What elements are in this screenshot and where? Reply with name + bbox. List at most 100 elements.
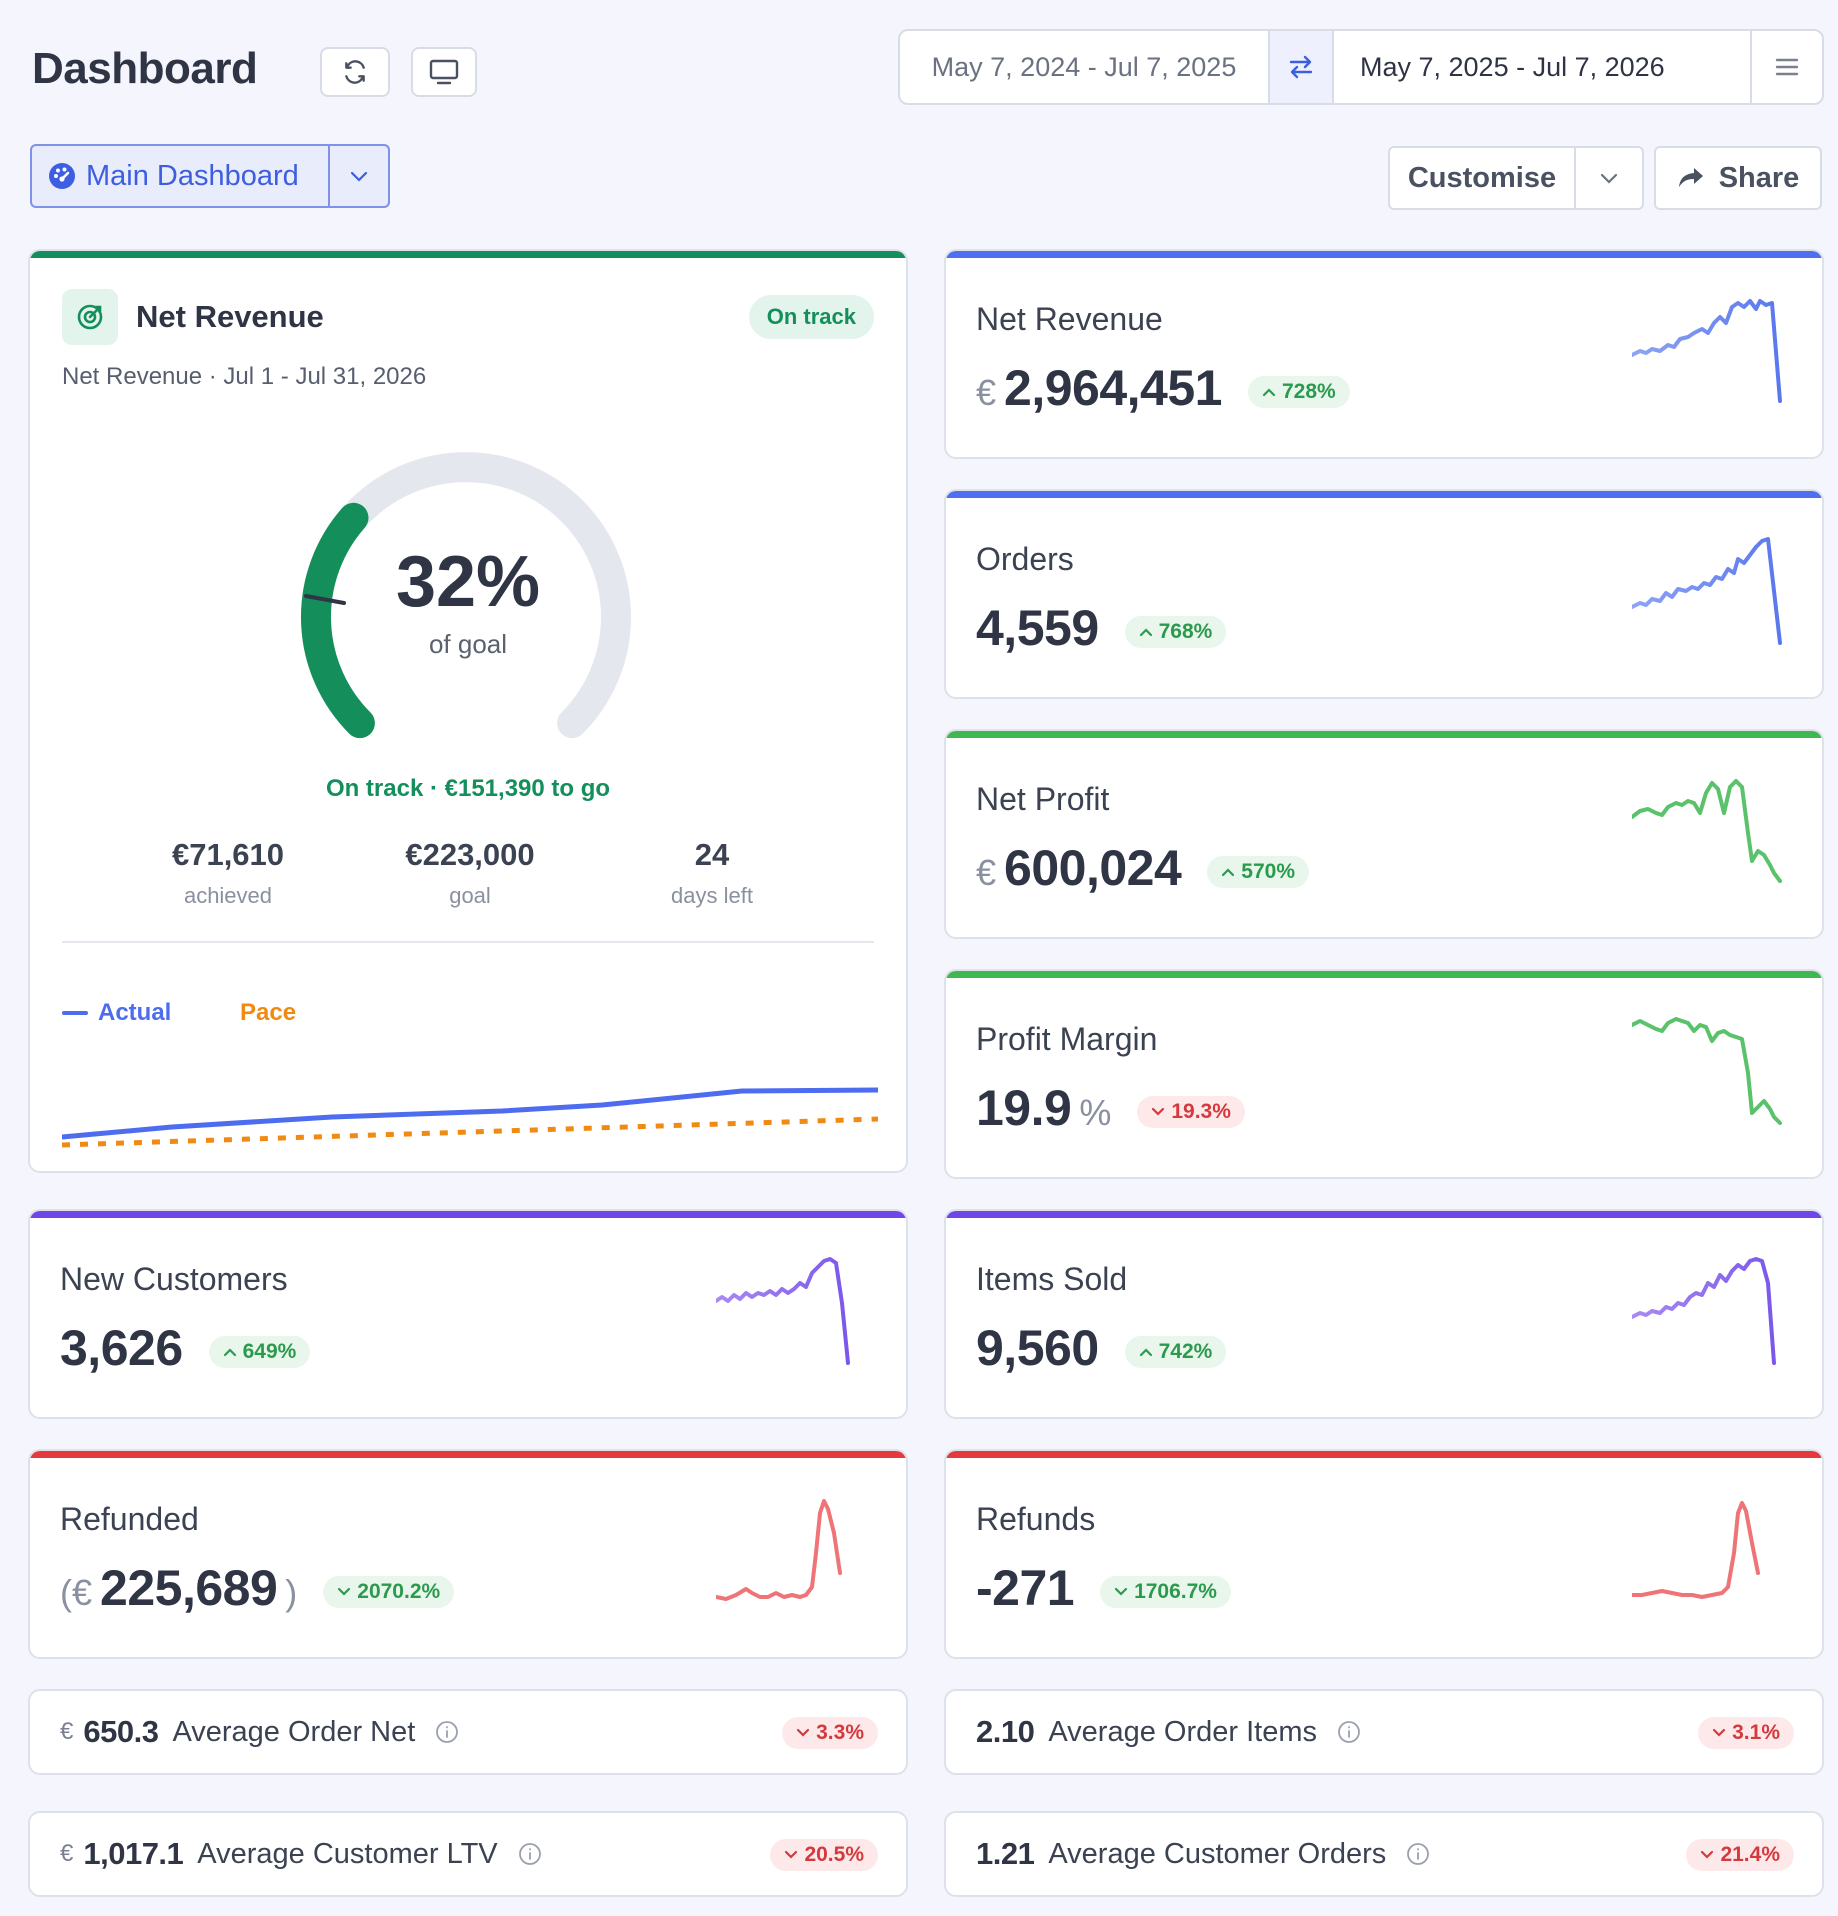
change-badge: 768% bbox=[1124, 616, 1227, 648]
current-date-range[interactable]: May 7, 2025 - Jul 7, 2026 bbox=[1334, 31, 1752, 103]
dashboard-select-main[interactable]: Main Dashboard bbox=[32, 146, 330, 206]
card-accent bbox=[946, 491, 1822, 498]
metric-card-new-customers[interactable]: New Customers 3,626 649% bbox=[28, 1209, 908, 1419]
goal-card-accent bbox=[30, 251, 906, 258]
mini-card-average-order-net[interactable]: € 650.3 Average Order Net 3.3% bbox=[28, 1689, 908, 1775]
stat-goal-value: €223,000 bbox=[405, 837, 535, 872]
stat-days-left: 24 days left bbox=[592, 837, 832, 909]
legend-actual-label: Actual bbox=[98, 999, 172, 1026]
metric-number: 3,626 bbox=[60, 1320, 183, 1376]
metric-value: 4,559 768% bbox=[976, 599, 1227, 657]
change-value: 728% bbox=[1281, 380, 1336, 403]
change-badge: 19.3% bbox=[1137, 1096, 1245, 1128]
change-badge: 3.1% bbox=[1698, 1717, 1794, 1749]
chevron-up-icon bbox=[1139, 1348, 1152, 1357]
goal-percent-label: of goal bbox=[428, 629, 508, 659]
metric-number: 9,560 bbox=[976, 1320, 1099, 1376]
change-value: 1706.7% bbox=[1134, 1580, 1217, 1603]
stat-days-value: 24 bbox=[694, 837, 730, 872]
metric-title: Items Sold bbox=[976, 1261, 1128, 1297]
chevron-down-icon bbox=[350, 171, 368, 182]
share-button[interactable]: Share bbox=[1654, 146, 1822, 210]
legend-actual-swatch bbox=[62, 1011, 88, 1015]
mini-card-average-customer-orders[interactable]: 1.21 Average Customer Orders 21.4% bbox=[944, 1811, 1824, 1897]
swap-ranges-button[interactable] bbox=[1270, 31, 1334, 103]
change-value: 742% bbox=[1158, 1340, 1213, 1363]
currency-symbol: € bbox=[60, 1840, 74, 1867]
change-value: 3.3% bbox=[816, 1721, 864, 1744]
sparkline bbox=[1632, 1017, 1782, 1125]
change-value: 768% bbox=[1158, 620, 1213, 643]
metric-number: 600,024 bbox=[1004, 840, 1182, 896]
chevron-up-icon bbox=[1139, 628, 1152, 637]
legend-pace: Pace bbox=[240, 999, 296, 1027]
chevron-down-icon bbox=[797, 1728, 810, 1737]
metric-card-orders[interactable]: Orders 4,559 768% bbox=[944, 489, 1824, 699]
metric-value: 3,626 649% bbox=[60, 1319, 311, 1377]
customise-dropdown[interactable] bbox=[1576, 148, 1642, 208]
date-range-group: May 7, 2024 - Jul 7, 2025 May 7, 2025 - … bbox=[898, 29, 1824, 105]
mini-card-average-order-items[interactable]: 2.10 Average Order Items 3.1% bbox=[944, 1689, 1824, 1775]
sparkline bbox=[1632, 1501, 1760, 1599]
metric-title: Net Profit bbox=[976, 781, 1110, 817]
currency-symbol: € bbox=[60, 1718, 74, 1745]
sparkline bbox=[1632, 779, 1782, 883]
change-badge: 742% bbox=[1124, 1336, 1227, 1368]
sparkline bbox=[1632, 1257, 1776, 1365]
mini-card-average-customer-ltv[interactable]: € 1,017.1 Average Customer LTV 20.5% bbox=[28, 1811, 908, 1897]
metric-card-refunds[interactable]: Refunds -271 1706.7% bbox=[944, 1449, 1824, 1659]
change-value: 2070.2% bbox=[357, 1580, 441, 1603]
chevron-up-icon bbox=[223, 1348, 236, 1357]
divider bbox=[62, 941, 874, 943]
chevron-down-icon bbox=[1152, 1107, 1165, 1116]
info-icon[interactable] bbox=[435, 1720, 459, 1744]
mini-metric: 2.10 Average Order Items bbox=[976, 1691, 1361, 1773]
metric-number: 19.9 bbox=[976, 1080, 1072, 1136]
metric-card-refunded[interactable]: Refunded (€ 225,689 ) 2070.2% bbox=[28, 1449, 908, 1659]
mini-label: Average Order Items bbox=[1048, 1715, 1317, 1748]
goal-gauge bbox=[300, 452, 631, 739]
tv-mode-button[interactable] bbox=[411, 47, 477, 97]
change-value: 3.1% bbox=[1732, 1721, 1780, 1744]
chevron-down-icon bbox=[1114, 1587, 1128, 1596]
share-label: Share bbox=[1718, 161, 1800, 194]
metric-card-profit-margin[interactable]: Profit Margin 19.9 % 19.3% bbox=[944, 969, 1824, 1179]
chevron-down-icon bbox=[1713, 1728, 1726, 1737]
customise-button-group: Customise bbox=[1388, 146, 1644, 210]
info-icon[interactable] bbox=[1406, 1842, 1430, 1866]
metric-number: 2,964,451 bbox=[1004, 360, 1222, 416]
metric-title: Orders bbox=[976, 541, 1074, 577]
card-accent bbox=[946, 971, 1822, 978]
metric-card-net-revenue[interactable]: Net Revenue € 2,964,451 728% bbox=[944, 249, 1824, 459]
customise-button[interactable]: Customise bbox=[1390, 148, 1576, 208]
refresh-button[interactable] bbox=[320, 47, 390, 97]
goal-title: Net Revenue bbox=[136, 299, 324, 334]
metric-value: € 600,024 570% bbox=[976, 839, 1309, 897]
monitor-icon bbox=[429, 59, 459, 85]
chevron-down-icon bbox=[1701, 1850, 1714, 1859]
dashboard-select[interactable]: Main Dashboard bbox=[30, 144, 390, 208]
goal-card: Net Revenue On track Net Revenue · Jul 1… bbox=[28, 249, 908, 1173]
metric-card-net-profit[interactable]: Net Profit € 600,024 570% bbox=[944, 729, 1824, 939]
metric-title: Refunded bbox=[60, 1501, 199, 1537]
currency-symbol: € bbox=[976, 852, 997, 893]
mini-metric: 1.21 Average Customer Orders bbox=[976, 1813, 1430, 1895]
pace-line bbox=[62, 1116, 878, 1148]
dashboard-select-dropdown[interactable] bbox=[330, 146, 388, 206]
stat-goal: €223,000 goal bbox=[350, 837, 590, 909]
info-icon[interactable] bbox=[1337, 1720, 1361, 1744]
metric-title: Net Revenue bbox=[976, 301, 1163, 337]
metric-card-items-sold[interactable]: Items Sold 9,560 742% bbox=[944, 1209, 1824, 1419]
metric-value: € 2,964,451 728% bbox=[976, 359, 1350, 417]
pace-chart bbox=[62, 1087, 878, 1148]
info-icon[interactable] bbox=[518, 1842, 542, 1866]
metric-title: Refunds bbox=[976, 1501, 1096, 1537]
gauge-pace-marker bbox=[304, 594, 346, 605]
date-menu-button[interactable] bbox=[1752, 31, 1822, 103]
speedometer-icon bbox=[49, 163, 75, 189]
goal-status-line: On track · €151,390 to go bbox=[325, 775, 611, 802]
metric-value: 9,560 742% bbox=[976, 1319, 1227, 1377]
mini-label: Average Order Net bbox=[172, 1715, 416, 1748]
change-badge: 21.4% bbox=[1686, 1839, 1794, 1871]
previous-date-range[interactable]: May 7, 2024 - Jul 7, 2025 bbox=[900, 31, 1270, 103]
